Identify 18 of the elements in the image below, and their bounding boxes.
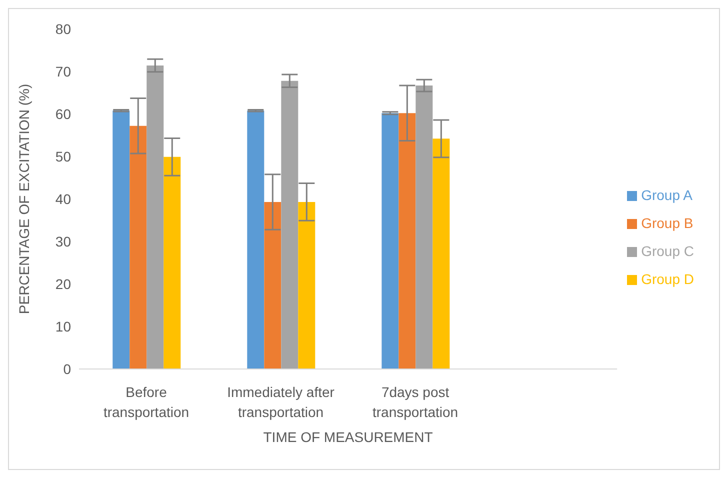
- x-tick-label: Before transportation: [103, 384, 190, 420]
- y-tick-label: 70: [55, 63, 72, 80]
- x-axis-title: TIME OF MEASUREMENT: [263, 429, 434, 445]
- legend-label: Group D: [641, 270, 694, 286]
- legend-label: Group A: [641, 186, 692, 202]
- y-tick-label: 30: [55, 233, 72, 250]
- legend-label: Group C: [641, 242, 694, 258]
- x-tick-label: Immediately after transportation: [227, 384, 335, 420]
- y-tick-label: 50: [55, 148, 72, 164]
- y-tick-label: 0: [63, 360, 72, 377]
- x-tick-label: 7days post transportation: [372, 384, 458, 420]
- y-axis-title: PERCENTAGE OF EXCITATION (%): [16, 84, 32, 314]
- y-tick-label: 60: [55, 106, 72, 122]
- y-tick-label: 10: [55, 318, 72, 334]
- legend-label: Group B: [641, 214, 694, 230]
- y-tick-label: 80: [55, 20, 72, 37]
- y-tick-label: 20: [55, 276, 72, 292]
- y-tick-label: 40: [55, 190, 72, 207]
